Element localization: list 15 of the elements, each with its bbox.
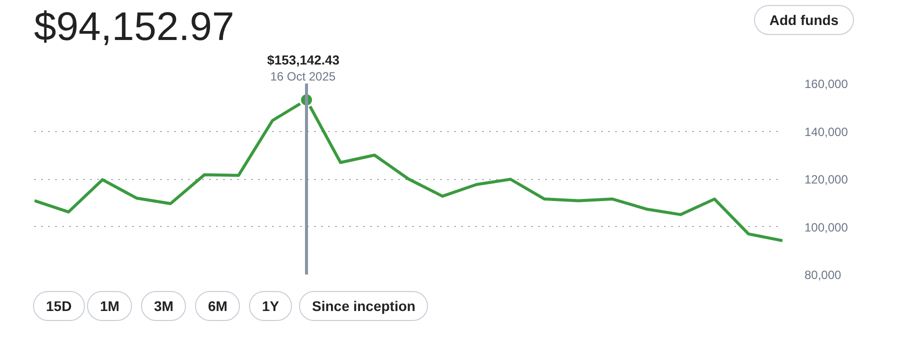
y-tick-label: 80,000	[804, 268, 842, 282]
y-tick-label: 160,000	[804, 77, 848, 91]
text: 6M	[195, 291, 240, 321]
annotation: $153,142.43	[267, 52, 340, 68]
text: 15D	[33, 291, 85, 321]
text: 3M	[141, 291, 186, 321]
chart-title: $94,152.97	[34, 5, 234, 49]
text: Add funds	[754, 5, 854, 35]
y-tick-label: 120,000	[804, 172, 848, 186]
text: 1Y	[249, 291, 292, 321]
annotation: 16 Oct 2025	[270, 70, 336, 84]
text: 1M	[87, 291, 132, 321]
y-tick-label: 100,000	[804, 220, 848, 234]
text: Since inception	[299, 291, 428, 321]
y-tick-label: 140,000	[804, 124, 848, 139]
